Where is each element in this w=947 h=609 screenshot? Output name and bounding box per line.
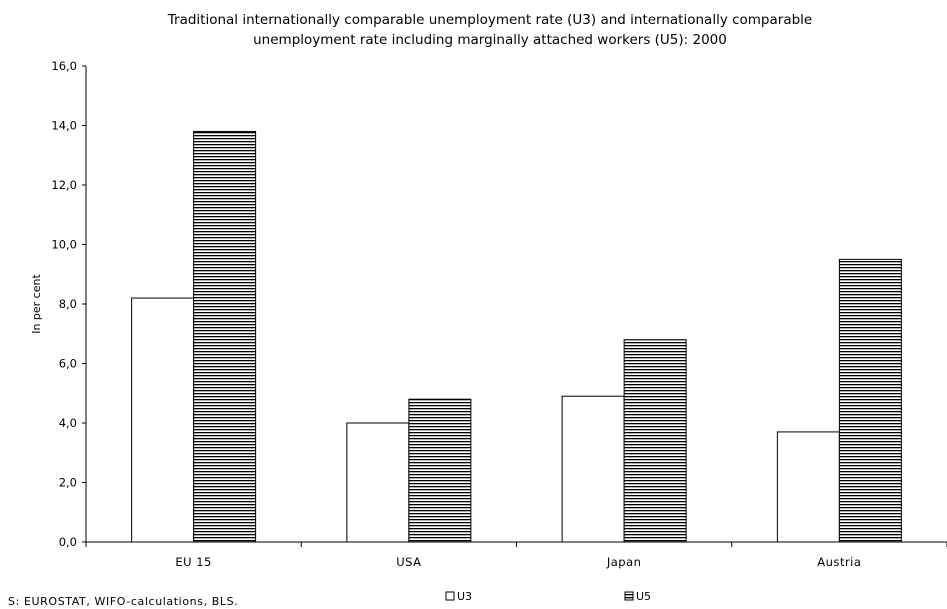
- plot-area: 0,0 2,0 4,0 6,0 8,0 10,0 12,0 14,0 16,0 EU 15 USA J…: [51, 59, 947, 569]
- x-category-label: EU 15: [175, 555, 211, 569]
- y-tick-label: 0,0: [59, 535, 77, 549]
- x-category-label: Austria: [817, 555, 861, 569]
- y-tick-label: 6,0: [59, 357, 77, 371]
- bar-u5: [193, 130, 257, 543]
- legend-label-u3: U3: [457, 590, 472, 603]
- legend-swatch-u3: [445, 591, 455, 601]
- legend: U3 U5: [445, 590, 651, 603]
- y-tick-label: 8,0: [59, 297, 77, 311]
- x-category-label: Japan: [606, 555, 642, 569]
- bar-u3: [776, 431, 840, 543]
- bar-u3: [131, 297, 195, 543]
- y-tick-label: 10,0: [51, 238, 77, 252]
- y-tick-label: 14,0: [51, 119, 77, 133]
- y-tick-label: 12,0: [51, 178, 77, 192]
- source-note: S: EUROSTAT, WIFO-calculations, BLS.: [8, 595, 238, 608]
- bar-u3: [346, 422, 410, 543]
- legend-label-u5: U5: [636, 590, 651, 603]
- y-tick-label: 16,0: [51, 59, 77, 73]
- bar-u3: [561, 395, 625, 543]
- y-axis-label: In per cent: [30, 274, 43, 334]
- bar-u5: [408, 398, 472, 543]
- chart-title-line-2: unemployment rate including marginally a…: [253, 32, 727, 48]
- bar-u5: [838, 258, 902, 543]
- chart-title-line-1: Traditional internationally comparable u…: [167, 12, 812, 28]
- y-tick-label: 2,0: [59, 476, 77, 490]
- x-category-label: USA: [396, 555, 421, 569]
- y-tick-label: 4,0: [59, 416, 77, 430]
- bar-u5: [623, 339, 687, 543]
- legend-swatch-u5: [624, 591, 634, 601]
